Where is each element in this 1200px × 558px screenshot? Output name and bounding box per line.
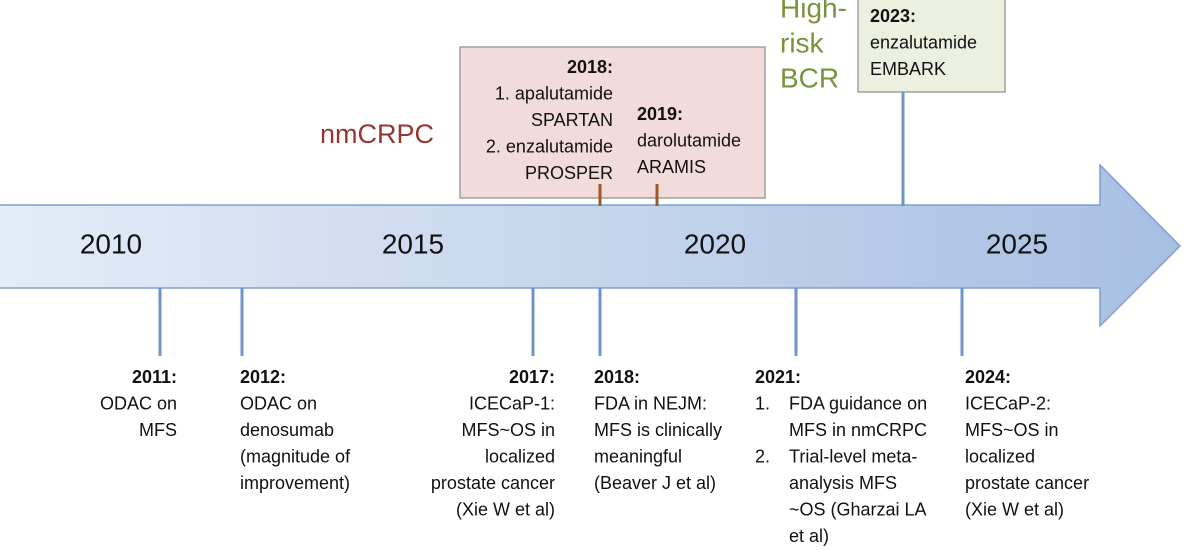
axis-year: 2010 [80, 228, 142, 259]
axis-year: 2025 [986, 228, 1048, 259]
event-text: 1. apalutamide [495, 83, 613, 103]
axis-year: 2020 [684, 228, 746, 259]
event-text: ARAMIS [637, 157, 706, 177]
event-text: (Xie W et al) [456, 499, 555, 519]
event-text: ODAC on [240, 393, 317, 413]
event-text: meaningful [594, 446, 682, 466]
event-year: 2012: [240, 367, 286, 387]
event-text: (magnitude of [240, 446, 351, 466]
axis-year: 2015 [382, 228, 444, 259]
event-text: MFS [139, 420, 177, 440]
event-text: darolutamide [637, 130, 741, 150]
lower-ticks [158, 288, 964, 356]
event-text: enzalutamide [870, 32, 977, 52]
event-text: ~OS (Gharzai LA [789, 499, 927, 519]
event-text: MFS is clinically [594, 420, 722, 440]
event-year: 2018: [567, 57, 613, 77]
event-text: ODAC on [100, 393, 177, 413]
event-text: (Xie W et al) [965, 499, 1064, 519]
event-year: 2019: [637, 104, 683, 124]
nmcrpc-box [459, 46, 766, 199]
event-text: ICECaP-2: [965, 393, 1051, 413]
event-text: SPARTAN [531, 110, 613, 130]
timeline-arrow [0, 163, 1182, 328]
event-text: 2. enzalutamide [486, 136, 613, 156]
nmcrpc-label: nmCRPC [320, 119, 434, 149]
event-text: denosumab [240, 420, 334, 440]
event-year: 2011: [132, 367, 177, 387]
event-text: ICECaP-1: [469, 393, 555, 413]
event-text: prostate cancer [431, 473, 555, 493]
list-marker: 2. [755, 446, 770, 466]
bcr-label: BCR [780, 62, 839, 93]
event-text: prostate cancer [965, 473, 1089, 493]
event-text: localized [485, 446, 555, 466]
event-text: (Beaver J et al) [594, 473, 716, 493]
event-text: PROSPER [525, 163, 613, 183]
event-text: FDA guidance on [789, 393, 927, 413]
event-text: et al) [789, 526, 829, 546]
event-text: MFS in nmCRPC [789, 420, 927, 440]
event-year: 2018: [594, 367, 640, 387]
bcr-label: risk [780, 27, 825, 58]
event-text: analysis MFS [789, 473, 897, 493]
event-text: MFS~OS in [461, 420, 555, 440]
bcr-label: High- [780, 0, 847, 23]
bcr-box [857, 0, 1006, 93]
event-text: EMBARK [870, 59, 946, 79]
event-text: localized [965, 446, 1035, 466]
event-year: 2021: [755, 367, 801, 387]
list-marker: 1. [755, 393, 770, 413]
event-year: 2024: [965, 367, 1011, 387]
event-text: Trial-level meta- [789, 446, 917, 466]
event-text: FDA in NEJM: [594, 393, 707, 413]
event-year: 2023: [870, 6, 916, 26]
event-year: 2017: [509, 367, 555, 387]
event-text: improvement) [240, 473, 350, 493]
event-text: MFS~OS in [965, 420, 1059, 440]
